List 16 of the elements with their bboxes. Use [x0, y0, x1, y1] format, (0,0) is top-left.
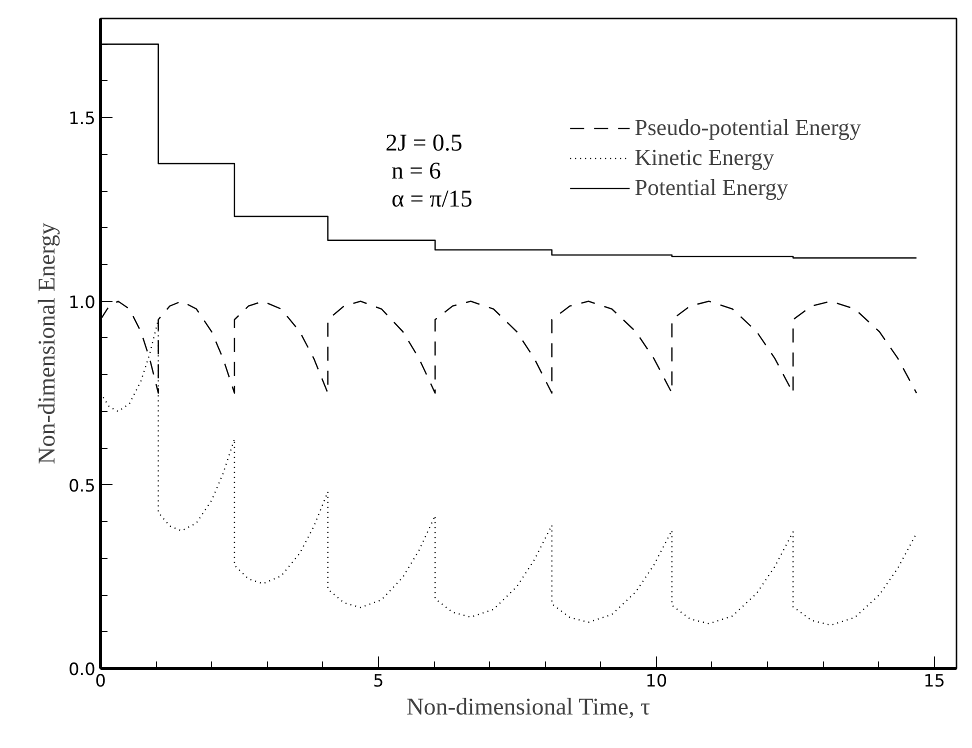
x-tick-label: 10	[646, 672, 668, 692]
x-tick-label: 5	[373, 672, 384, 692]
x-tick-label: 15	[923, 672, 946, 692]
legend-label: Pseudo-potential Energy	[634, 114, 861, 142]
legend-label: Potential Energy	[634, 174, 788, 202]
x-tick-label: 0	[95, 672, 106, 692]
y-tick-label: 1.5	[68, 109, 96, 130]
annotation: α = π/15	[392, 186, 472, 212]
y-tick-label: 0.0	[68, 660, 96, 680]
x-axis-title: Non-dimensional Time, τ	[406, 694, 650, 720]
annotation: n = 6	[392, 158, 442, 184]
y-tick-label: 1.0	[68, 292, 96, 313]
y-axis-title: Non-dimensional Energy	[34, 222, 60, 464]
legend-label: Kinetic Energy	[634, 144, 774, 172]
y-tick-label: 0.5	[68, 476, 96, 496]
annotation: 2J = 0.5	[386, 130, 462, 156]
